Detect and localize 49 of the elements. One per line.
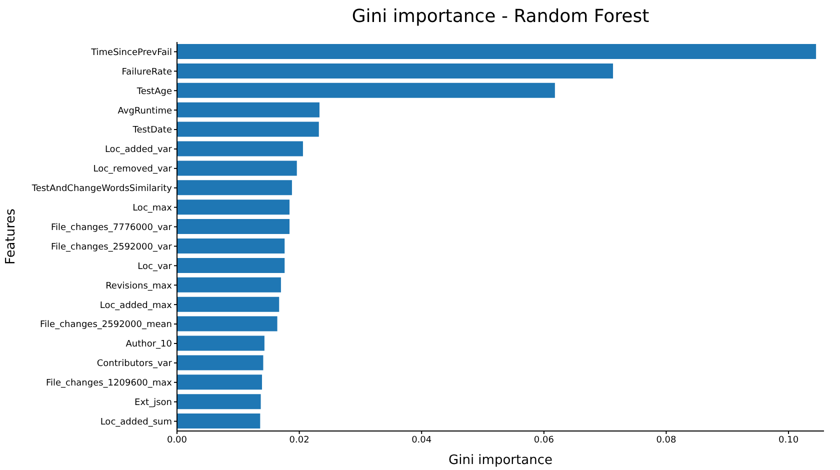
y-tick-label: Loc_max xyxy=(132,204,173,214)
y-tick-label: Loc_added_max xyxy=(100,300,173,311)
chart-title: Gini importance - Random Forest xyxy=(350,6,650,27)
bar xyxy=(177,394,261,410)
bar xyxy=(177,102,320,118)
x-tick-label: 0.10 xyxy=(778,435,799,446)
y-axis-title: Features xyxy=(4,208,19,264)
bar xyxy=(177,414,260,429)
x-tick-label: 0.06 xyxy=(534,435,554,446)
x-tick-label: 0.08 xyxy=(656,435,677,446)
bar xyxy=(177,374,262,390)
y-tick-label: Loc_added_var xyxy=(104,145,172,156)
bar xyxy=(177,82,555,98)
x-tick-label: 0.00 xyxy=(166,435,188,446)
bar xyxy=(177,296,280,312)
bar xyxy=(177,180,292,196)
y-tick-label: TestAge xyxy=(136,86,172,97)
y-tick-label: File_changes_7776000_var xyxy=(51,222,172,233)
bar xyxy=(177,316,278,332)
x-axis-title: Gini importance xyxy=(448,453,552,468)
bar xyxy=(177,63,614,78)
x-tick-label: 0.02 xyxy=(289,435,310,446)
y-tick-label: Ext_json xyxy=(134,398,172,408)
y-tick-label: FailureRate xyxy=(122,67,172,78)
y-tick-label: AvgRuntime xyxy=(118,106,172,116)
bar xyxy=(177,258,285,273)
bar xyxy=(177,122,319,137)
y-tick-label: TestDate xyxy=(132,126,172,136)
bar xyxy=(177,219,290,234)
y-tick-label: Revisions_max xyxy=(106,281,173,292)
y-tick-label: File_changes_2592000_var xyxy=(51,242,172,252)
bar xyxy=(177,160,297,176)
bar xyxy=(177,277,281,292)
y-tick-label: Loc_removed_var xyxy=(93,164,172,175)
y-tick-label: Author_10 xyxy=(126,340,172,350)
bar xyxy=(177,355,264,370)
bar xyxy=(177,238,285,254)
y-tick-label: Loc_added_sum xyxy=(100,417,172,428)
x-tick-label: 0.04 xyxy=(412,435,432,446)
y-tick-label: File_changes_2592000_mean xyxy=(40,320,172,330)
y-tick-label: TimeSincePrevFail xyxy=(90,48,172,58)
bar xyxy=(177,141,303,156)
bar xyxy=(177,200,290,215)
bar xyxy=(177,44,816,59)
y-tick-label: Loc_var xyxy=(138,262,172,272)
y-tick-label: File_changes_1209600_max xyxy=(46,378,173,389)
bar xyxy=(177,336,264,351)
y-tick-label: Contributors_var xyxy=(96,359,172,370)
y-tick-label: TestAndChangeWordsSimilarity xyxy=(30,184,173,194)
